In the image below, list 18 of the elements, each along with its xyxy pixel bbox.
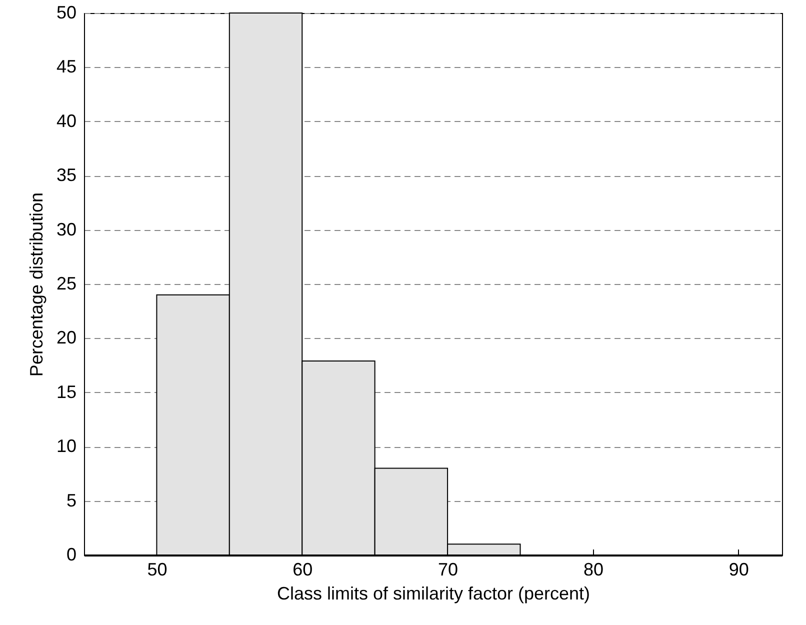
y-tick-label: 45 — [56, 56, 76, 77]
y-tick-label: 15 — [56, 382, 76, 402]
x-tick-label: 50 — [147, 560, 168, 580]
y-tick-label: 50 — [56, 2, 76, 22]
y-tick-label: 5 — [66, 490, 76, 510]
y-tick-label: 0 — [66, 544, 76, 564]
y-tick-label: 25 — [56, 274, 76, 294]
y-tick-label: 40 — [56, 110, 76, 131]
y-axis-title: Percentage distribution — [26, 192, 46, 377]
x-tick-label: 70 — [438, 560, 458, 580]
x-tick-label: 60 — [292, 560, 313, 580]
x-axis-title: Class limits of similarity factor (percent) — [276, 584, 590, 604]
x-tick-label: 90 — [728, 560, 749, 580]
y-tick-label: 35 — [56, 165, 76, 186]
x-tick-label: 80 — [583, 560, 604, 580]
y-tick-label: 20 — [56, 328, 76, 348]
y-tick-label: 10 — [56, 436, 76, 456]
y-tick-label: 30 — [56, 219, 76, 240]
